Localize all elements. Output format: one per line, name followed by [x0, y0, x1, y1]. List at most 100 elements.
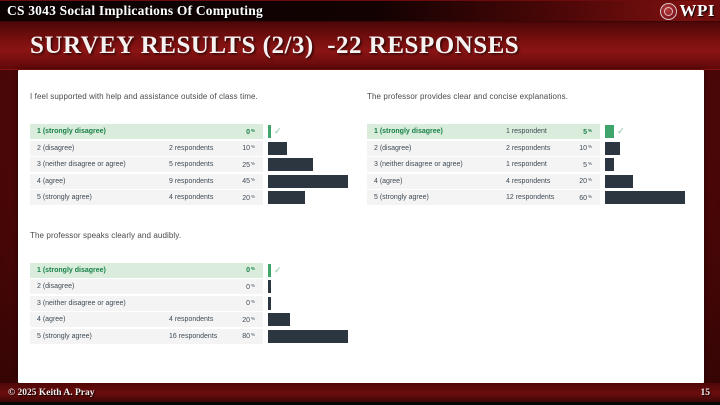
- respondents-count: 9 respondents: [169, 177, 214, 185]
- answer-label: 5 (strongly agree): [37, 332, 92, 340]
- percent-value: 10%: [579, 144, 592, 152]
- survey-question: I feel supported with help and assistanc…: [30, 92, 258, 101]
- percent-sign: %: [250, 266, 255, 271]
- answer-label: 2 (disagree): [37, 144, 75, 152]
- percent-value: 0%: [246, 282, 255, 291]
- respondents-count: 1 respondent: [506, 128, 547, 135]
- percent-sign: %: [587, 193, 592, 199]
- table-row: 1 (strongly disagree) 0% ✓: [30, 262, 360, 278]
- response-bar: [268, 158, 313, 171]
- answer-table: 1 (strongly disagree) 1 respondent 5% ✓ …: [367, 124, 697, 205]
- survey-block-2: The professor provides clear and concise…: [367, 92, 704, 207]
- percent-sign: %: [587, 127, 592, 133]
- percent-value: 45%: [242, 177, 255, 185]
- answer-label: 4 (agree): [374, 177, 403, 185]
- table-row: 3 (neither disagree or agree) 1 responde…: [367, 157, 697, 172]
- respondents-count: 1 respondent: [506, 161, 547, 168]
- answer-label: 3 (neither disagree or agree): [37, 299, 126, 307]
- percent-value: 0%: [246, 299, 255, 307]
- response-bar: [605, 174, 633, 188]
- response-bar: [268, 141, 287, 155]
- percent-value: 20%: [579, 177, 592, 185]
- response-bar: [268, 296, 271, 310]
- table-row: 1 (strongly disagree) 0% ✓: [30, 124, 360, 139]
- response-bar: [268, 263, 271, 277]
- percent-sign: %: [250, 332, 255, 337]
- percent-sign: %: [250, 127, 255, 133]
- table-row: 2 (disagree) 2 respondents 10% ✓: [367, 140, 697, 156]
- answer-label: 3 (neither disagree or agree): [374, 161, 463, 168]
- wpi-logo: WPI: [659, 1, 720, 21]
- answer-label: 5 (strongly agree): [37, 194, 92, 201]
- table-row: 4 (agree) 4 respondents 20% ✓: [30, 312, 360, 327]
- content-card: I feel supported with help and assistanc…: [18, 70, 704, 383]
- response-bar: [605, 125, 614, 138]
- table-row: 2 (disagree) 2 respondents 10% ✓: [30, 140, 360, 156]
- respondents-count: 4 respondents: [169, 316, 214, 323]
- footer: © 2025 Keith A. Pray 15: [0, 383, 720, 405]
- table-row: 4 (agree) 9 respondents 45% ✓: [30, 173, 360, 189]
- answer-table: 1 (strongly disagree) 0% ✓ 2 (disagree) …: [30, 124, 360, 205]
- answer-label: 1 (strongly disagree): [374, 128, 443, 135]
- respondents-count: 16 respondents: [169, 332, 218, 340]
- respondents-count: 4 respondents: [506, 177, 551, 185]
- answer-label: 1 (strongly disagree): [37, 266, 106, 274]
- table-row: 4 (agree) 4 respondents 20% ✓: [367, 173, 697, 189]
- title-band: SURVEY RESULTS (2/3) -22 RESPONSES: [0, 22, 720, 70]
- respondents-count: 2 respondents: [506, 144, 551, 152]
- answer-label: 2 (disagree): [37, 283, 75, 290]
- percent-value: 20%: [242, 193, 255, 202]
- survey-grid: I feel supported with help and assistanc…: [18, 70, 704, 345]
- response-bar: [605, 158, 614, 171]
- respondents-count: 4 respondents: [169, 194, 214, 201]
- percent-value: 0%: [246, 266, 255, 274]
- response-bar: [268, 191, 305, 204]
- percent-sign: %: [250, 144, 255, 149]
- percent-sign: %: [587, 177, 592, 182]
- survey-block-3: The professor speaks clearly and audibly…: [30, 231, 367, 346]
- percent-sign: %: [587, 160, 592, 166]
- survey-question: The professor speaks clearly and audibly…: [30, 230, 182, 240]
- percent-value: 0%: [246, 127, 255, 136]
- percent-value: 25%: [242, 160, 255, 169]
- percent-value: 5%: [583, 127, 592, 136]
- percent-sign: %: [250, 193, 255, 199]
- table-row: 2 (disagree) 0% ✓: [30, 279, 360, 294]
- percent-sign: %: [250, 315, 255, 321]
- percent-sign: %: [250, 177, 255, 182]
- percent-sign: %: [250, 282, 255, 288]
- percent-value: 5%: [583, 160, 592, 169]
- page-number: 15: [700, 387, 711, 398]
- answer-label: 4 (agree): [37, 177, 66, 185]
- correct-check-icon: ✓: [274, 126, 282, 136]
- response-bar: [268, 329, 348, 343]
- answer-label: 5 (strongly agree): [374, 194, 429, 201]
- course-title: CS 3043 Social Implications Of Computing: [7, 3, 263, 18]
- table-row: 5 (strongly agree) 16 respondents 80% ✓: [30, 328, 360, 344]
- survey-block-1: I feel supported with help and assistanc…: [30, 92, 367, 207]
- table-row: 1 (strongly disagree) 1 respondent 5% ✓: [367, 124, 697, 139]
- top-bar: CS 3043 Social Implications Of Computing…: [0, 0, 720, 22]
- respondents-count: 2 respondents: [169, 144, 214, 152]
- answer-label: 2 (disagree): [374, 144, 412, 152]
- response-bar: [268, 313, 290, 326]
- percent-sign: %: [587, 144, 592, 149]
- percent-value: 20%: [242, 315, 255, 324]
- answer-label: 4 (agree): [37, 316, 66, 323]
- respondents-count: 5 respondents: [169, 161, 214, 168]
- response-bar: [268, 174, 348, 188]
- wpi-seal-icon: [659, 2, 677, 20]
- copyright-text: © 2025 Keith A. Pray: [8, 387, 95, 398]
- page-title: SURVEY RESULTS (2/3) -22 RESPONSES: [30, 32, 520, 59]
- response-bar: [268, 125, 271, 138]
- answer-label: 1 (strongly disagree): [37, 128, 106, 135]
- survey-question: The professor provides clear and concise…: [367, 92, 569, 101]
- percent-value: 60%: [579, 193, 592, 202]
- respondents-count: 12 respondents: [506, 194, 555, 201]
- percent-sign: %: [250, 160, 255, 166]
- correct-check-icon: ✓: [617, 126, 625, 136]
- answer-table: 1 (strongly disagree) 0% ✓ 2 (disagree) …: [30, 262, 360, 344]
- percent-value: 10%: [242, 144, 255, 152]
- answer-label: 3 (neither disagree or agree): [37, 161, 126, 168]
